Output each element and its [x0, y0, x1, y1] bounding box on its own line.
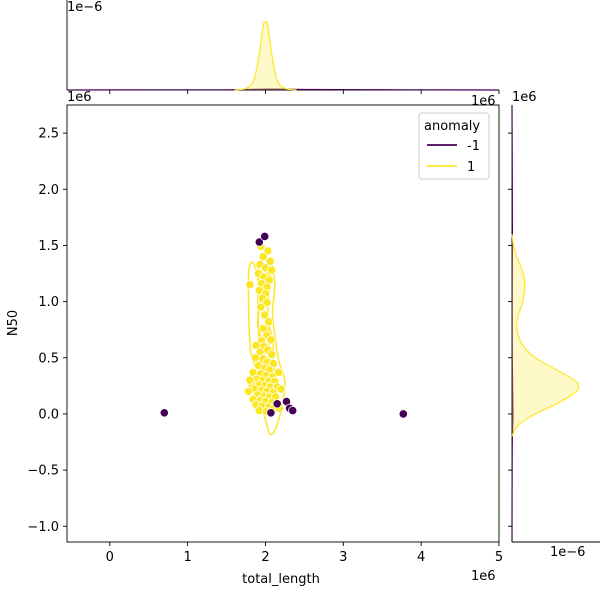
x-axis-label: total_length: [242, 572, 320, 587]
anomaly-point: [288, 405, 298, 416]
normal-point: [267, 349, 277, 359]
legend-title: anomaly: [424, 119, 480, 134]
legend-label-1: 1: [467, 160, 475, 175]
y-tick-label: −0.5: [27, 464, 59, 479]
normal-point: [245, 375, 255, 385]
normal-point: [262, 298, 272, 308]
anomaly-point: [266, 408, 276, 418]
anomaly-point: [254, 237, 264, 247]
right-marginal-kde-line: [511, 234, 580, 437]
right-marginal-x-offset-label: 1e6: [512, 90, 537, 105]
top-marginal-y-offset-label: 1e6: [471, 94, 496, 109]
y-tick-label: 2.5: [38, 127, 59, 142]
normal-point: [267, 265, 277, 275]
y-tick-label: −1.0: [27, 520, 59, 535]
normal-point: [260, 310, 270, 320]
legend-label-neg1: -1: [467, 139, 480, 154]
y-axis-label: N50: [6, 310, 21, 336]
anomaly-point: [272, 399, 282, 409]
x-offset-label: 1e6: [471, 569, 496, 584]
y-tick-label: 0.0: [38, 407, 59, 422]
top-marginal-kde-fill: [234, 21, 297, 90]
normal-point: [268, 358, 278, 368]
y-tick-label: 1.5: [38, 239, 59, 254]
anomaly-point: [260, 231, 270, 241]
top-marginal-offset-label: 1e−6: [67, 0, 102, 15]
normal-point: [250, 353, 260, 363]
legend: anomaly -1 1: [418, 112, 490, 180]
y-tick-label: 2.0: [38, 183, 59, 198]
normal-point: [245, 280, 255, 290]
y-tick-label: 1.0: [38, 295, 59, 310]
ticks-layer: 0 1 2 3 4 5 −1.0 −0.5 0.0 0.5 1.0 1.5 2.0 2.5: [27, 90, 512, 565]
x-tick-label: 5: [495, 550, 503, 565]
y-offset-label: 1e6: [67, 90, 92, 105]
x-tick-label: 3: [339, 550, 347, 565]
normal-point: [256, 302, 266, 312]
x-tick-label: 0: [106, 550, 114, 565]
normal-point: [263, 317, 274, 327]
normal-point: [243, 386, 253, 397]
normal-point: [276, 384, 286, 394]
normal-point: [266, 335, 276, 345]
marginal-kde-layer: [66, 21, 580, 543]
legend-box: [418, 112, 490, 180]
scatter-points-layer: [159, 231, 408, 419]
x-tick-label: 1: [184, 550, 192, 565]
main-plot-frame: [66, 104, 500, 543]
x-tick-label: 2: [261, 550, 269, 565]
right-marginal-kde-line: [511, 104, 514, 543]
right-marginal-offset-label: 1e−6: [550, 545, 585, 560]
right-marginal-kde-fill: [512, 234, 579, 437]
normal-point: [265, 256, 275, 266]
top-marginal-kde-line: [66, 88, 500, 91]
x-tick-label: 4: [417, 550, 425, 565]
top-marginal-kde-line: [234, 21, 297, 91]
anomaly-point: [398, 409, 408, 419]
normal-point: [274, 367, 284, 377]
anomaly-point: [159, 408, 169, 418]
normal-point: [258, 252, 268, 262]
y-tick-label: 0.5: [38, 351, 59, 366]
